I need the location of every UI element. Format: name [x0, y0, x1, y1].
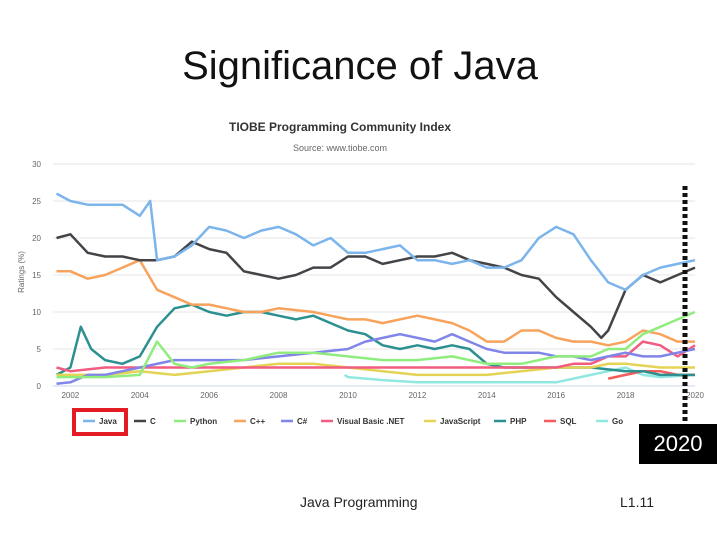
y-tick-label: 10 [32, 308, 41, 317]
legend-item-sql[interactable]: SQL [544, 417, 577, 426]
legend-label: C [150, 417, 156, 426]
x-tick-label: 2004 [131, 391, 149, 400]
x-tick-label: 2014 [478, 391, 496, 400]
x-tick-label: 2012 [408, 391, 426, 400]
year-callout: 2020 [639, 424, 717, 464]
y-tick-label: 20 [32, 234, 41, 243]
series-line-java [55, 192, 696, 292]
x-tick-label: 2016 [547, 391, 565, 400]
y-tick-label: 25 [32, 197, 41, 206]
footer-slide-number: L1.11 [620, 494, 654, 510]
legend-item-go[interactable]: Go [596, 417, 623, 426]
legend-label: Go [612, 417, 623, 426]
legend-label: SQL [560, 417, 577, 426]
grid-layer: 0 5 10 15 20 25 30 2002 2004 2006 2008 2010 2012 2014… [32, 160, 704, 400]
legend-item-c[interactable]: C [134, 417, 156, 426]
y-tick-label: 5 [37, 345, 42, 354]
legend-item-python[interactable]: Python [174, 417, 217, 426]
x-tick-label: 2010 [339, 391, 357, 400]
legend-item-visual-basic-net[interactable]: Visual Basic .NET [321, 417, 405, 426]
y-tick-label: 0 [37, 382, 42, 391]
series-line-python [56, 310, 696, 379]
legend-item-javascript[interactable]: JavaScript [424, 417, 481, 426]
legend[interactable]: Java C Python C++ C# Visual Basic .NET JavaScr… [83, 417, 623, 426]
legend-item-c[interactable]: C# [281, 417, 308, 426]
y-tick-label: 30 [32, 160, 41, 169]
legend-label: Java [99, 417, 117, 426]
chart-title: TIOBE Programming Community Index [229, 120, 451, 134]
x-tick-label: 2018 [617, 391, 635, 400]
legend-item-php[interactable]: PHP [494, 417, 527, 426]
legend-label: C++ [250, 417, 265, 426]
legend-label: PHP [510, 417, 527, 426]
legend-item-java[interactable]: Java [83, 417, 117, 426]
slide-title: Significance of Java [182, 44, 538, 88]
legend-label: JavaScript [440, 417, 481, 426]
series-line-javascript [56, 362, 695, 377]
legend-label: Python [190, 417, 217, 426]
series-layer [55, 192, 696, 386]
y-axis-label: Ratings (%) [17, 251, 26, 293]
chart-subtitle: Source: www.tiobe.com [293, 143, 387, 153]
java-legend-highlight [72, 408, 128, 436]
x-tick-label: 2006 [200, 391, 218, 400]
x-tick-label: 2002 [61, 391, 79, 400]
legend-label: C# [297, 417, 308, 426]
footer-course: Java Programming [300, 494, 418, 510]
y-tick-label: 15 [32, 271, 41, 280]
x-tick-label: 2008 [270, 391, 288, 400]
series-line-c [56, 258, 695, 347]
legend-label: Visual Basic .NET [337, 417, 405, 426]
legend-item-c[interactable]: C++ [234, 417, 265, 426]
x-tick-label: 2020 [686, 391, 704, 400]
series-line-go [343, 366, 696, 384]
